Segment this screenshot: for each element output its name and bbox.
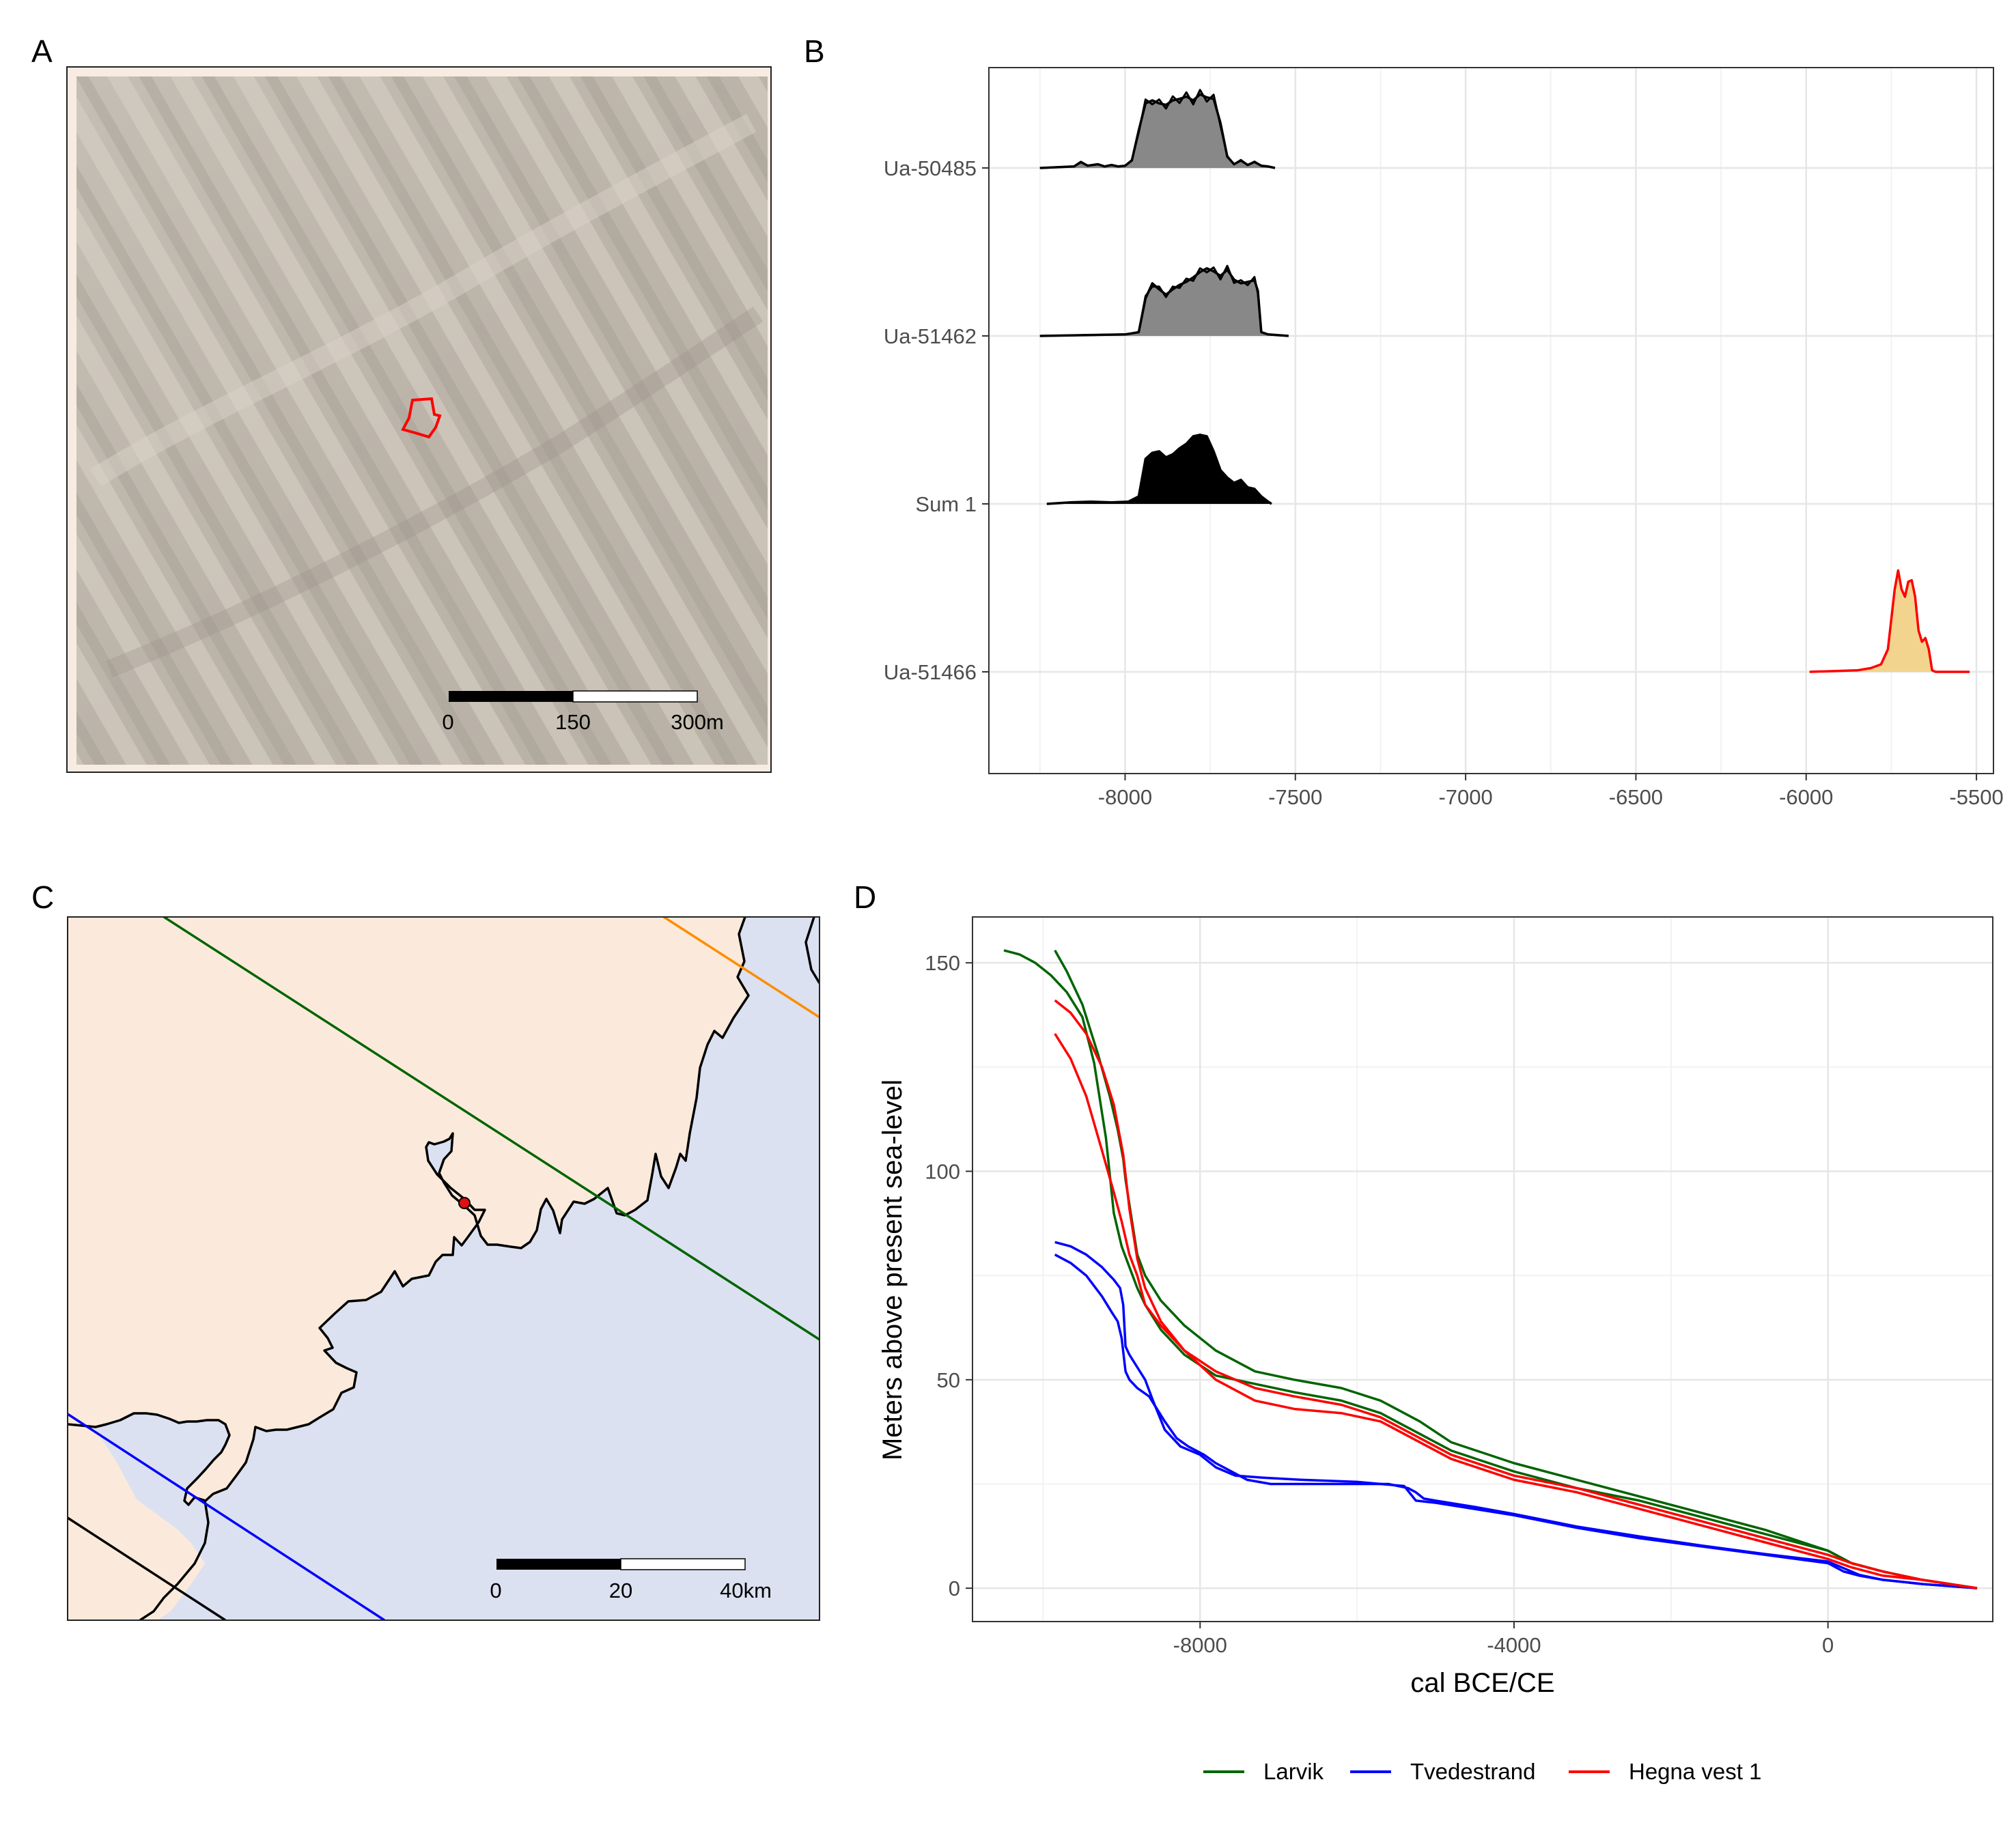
- b-y-tick-label: Ua-51466: [884, 660, 977, 684]
- isobase-larvik: [163, 917, 820, 1341]
- coastline: [68, 917, 820, 1506]
- b-x-tick-label: -7500: [1268, 785, 1322, 809]
- b-x-tick-label: -7000: [1438, 785, 1492, 809]
- panel-d-x-axis: -8000 -4000 0: [1173, 1622, 1834, 1657]
- coastline-south: [139, 1500, 210, 1620]
- panel-d-y-axis: 0 50 100 150: [925, 951, 972, 1600]
- b-density-area: [1039, 94, 1275, 168]
- panel-a-map: 0 150 300m: [66, 66, 772, 773]
- scalebar-a-tick-1: 150: [555, 710, 591, 734]
- panel-d-x-title: cal BCE/CE: [1410, 1668, 1554, 1698]
- panel-label-d: D: [854, 879, 876, 915]
- panel-b-y-axis: Ua-50485 Ua-51462 Sum 1 Ua-51466: [884, 156, 989, 684]
- panel-d-plot-area: [972, 917, 1993, 1622]
- b-density-area: [1039, 268, 1289, 336]
- panel-b-x-axis: -8000 -7500 -7000 -6500 -6000 -5500: [1098, 774, 2004, 809]
- d-series-line: [1054, 1254, 1978, 1589]
- b-x-tick-label: -8000: [1098, 785, 1152, 809]
- d-x-tick-label: -8000: [1173, 1633, 1227, 1657]
- panel-b-densities: [1039, 89, 1970, 673]
- d-series-line: [1054, 999, 1978, 1589]
- d-series-line: [1054, 1033, 1978, 1589]
- legend-label: Hegna vest 1: [1629, 1759, 1761, 1784]
- isobase-tvedestrand: [68, 1413, 385, 1620]
- panel-d-frame: [972, 916, 1993, 1622]
- panel-b-chart: -8000 -7500 -7000 -6500 -6000 -5500 Ua-50485U…: [884, 67, 2004, 809]
- scalebar-c: 0 20 40km: [490, 1558, 772, 1602]
- d-y-tick-label: 0: [949, 1577, 960, 1600]
- isobase-extra: [68, 1516, 226, 1620]
- site-marker: [458, 1197, 471, 1209]
- b-y-tick-label: Ua-50485: [884, 156, 977, 180]
- b-density-area: [1809, 570, 1970, 672]
- d-y-tick-label: 150: [925, 951, 960, 975]
- panel-d-y-title: Meters above present sea-level: [878, 1079, 908, 1460]
- scalebar-c-tick-1: 20: [609, 1579, 632, 1602]
- scalebar-c-tick-2: 40km: [720, 1579, 772, 1602]
- scalebar-a-tick-0: 0: [442, 710, 453, 734]
- scalebar-a-tick-2: 300m: [671, 710, 724, 734]
- b-density-line: [1809, 569, 1970, 673]
- panel-c-frame: [67, 916, 820, 1621]
- d-x-tick-label: 0: [1822, 1633, 1834, 1657]
- d-y-tick-label: 50: [937, 1368, 960, 1392]
- hillshade-ridge: [90, 113, 757, 487]
- panel-b-frame: [988, 67, 1994, 774]
- legend-label: Tvedestrand: [1410, 1759, 1535, 1784]
- panel-d-grid: [972, 917, 1993, 1622]
- b-density-outline: [1039, 89, 1276, 169]
- panel-d-chart: -8000 -4000 0 0 50 100 150 cal BCE/CE Meters …: [878, 916, 1993, 1784]
- b-y-tick-label: Ua-51462: [884, 324, 977, 348]
- panel-b-plot-area: [989, 68, 1993, 774]
- b-density-line: [1046, 434, 1272, 505]
- site-outline: [401, 397, 442, 439]
- scalebar-c-tick-0: 0: [490, 1579, 501, 1602]
- b-density-outline: [1039, 264, 1289, 337]
- b-density-area: [1046, 434, 1272, 504]
- panel-label-a: A: [31, 33, 53, 69]
- hillshade-valley: [106, 307, 764, 678]
- b-x-tick-label: -6000: [1779, 785, 1833, 809]
- isobase-hegna: [663, 917, 820, 1019]
- panel-label-b: B: [804, 33, 825, 69]
- panel-label-c: C: [31, 879, 54, 915]
- b-x-tick-label: -5500: [1949, 785, 2003, 809]
- d-x-tick-label: -4000: [1487, 1633, 1541, 1657]
- panel-c-map: 0 20 40km: [67, 916, 820, 1621]
- panel-d-legend: Larvik Tvedestrand Hegna vest 1: [1203, 1759, 1761, 1784]
- southern-land: [68, 1424, 205, 1620]
- b-x-tick-label: -6500: [1609, 785, 1663, 809]
- d-y-tick-label: 100: [925, 1159, 960, 1183]
- b-y-tick-label: Sum 1: [915, 492, 977, 516]
- land-area: [68, 917, 748, 1505]
- legend-label: Larvik: [1263, 1759, 1324, 1784]
- scalebar-a: 0 150 300m: [442, 690, 724, 734]
- panel-d-lines: [1003, 949, 1978, 1589]
